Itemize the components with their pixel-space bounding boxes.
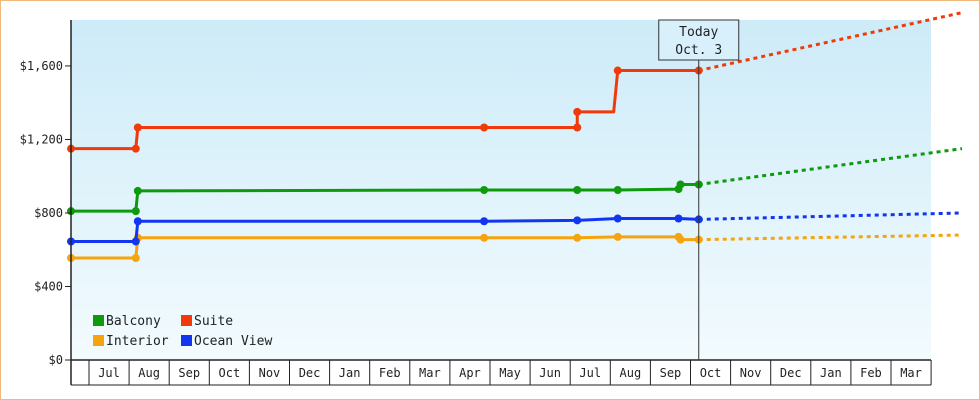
data-point-suite — [131, 144, 140, 153]
x-tick-label-jan: Jan — [339, 366, 361, 380]
x-tick-label-nov: Nov — [259, 366, 281, 380]
x-tick-label-sep: Sep — [660, 366, 682, 380]
data-point-suite — [573, 123, 582, 132]
legend-label-suite: Suite — [194, 314, 233, 329]
legend-label-interior: Interior — [106, 334, 169, 349]
x-tick-label-sep: Sep — [178, 366, 200, 380]
data-point-ocean-view — [573, 216, 582, 225]
data-point-balcony — [131, 207, 140, 216]
data-point-ocean-view — [674, 214, 683, 223]
series-projection-ocean-view — [698, 211, 963, 221]
today-box — [658, 19, 740, 61]
y-tick-label: $1,600 — [20, 59, 63, 73]
series-projection-interior — [698, 233, 963, 242]
x-tick-label-feb: Feb — [860, 366, 882, 380]
legend-label-ocean-view: Ocean View — [194, 334, 272, 349]
data-point-suite — [613, 66, 622, 75]
y-tick-label: $1,200 — [20, 132, 63, 146]
data-point-balcony — [480, 186, 489, 194]
x-tick-label-jul: Jul — [579, 366, 601, 380]
y-tick-label: $400 — [34, 279, 63, 293]
series-projection-suite — [698, 11, 963, 73]
x-tick-label-oct: Oct — [700, 366, 722, 380]
data-point-ocean-view — [133, 217, 142, 226]
x-tick-label-jan: Jan — [820, 366, 842, 380]
data-point-interior — [613, 232, 622, 241]
data-point-interior — [573, 233, 582, 242]
x-tick-label-apr: Apr — [459, 366, 481, 380]
data-point-balcony — [573, 186, 582, 194]
x-tick-label-jul: Jul — [98, 366, 120, 380]
data-point-suite — [480, 123, 489, 132]
data-point-balcony — [676, 180, 685, 189]
legend-swatch-ocean-view — [181, 335, 192, 346]
data-point-ocean-view — [613, 214, 622, 223]
x-tick-label-dec: Dec — [299, 366, 321, 380]
y-tick-label: $0 — [49, 353, 63, 367]
legend-swatch-balcony — [93, 315, 104, 326]
x-tick-label-feb: Feb — [379, 366, 401, 380]
data-point-ocean-view — [131, 237, 140, 246]
today-label: Today — [679, 25, 718, 40]
x-tick-label-may: May — [499, 366, 521, 380]
x-tick-label-mar: Mar — [419, 366, 441, 380]
data-point-balcony — [133, 186, 142, 195]
data-point-balcony — [613, 186, 622, 194]
legend-swatch-interior — [93, 335, 104, 346]
y-tick-label: $800 — [34, 206, 63, 220]
data-point-interior — [131, 254, 140, 262]
legend-label-balcony: Balcony — [106, 314, 161, 329]
x-tick-label-oct: Oct — [219, 366, 241, 380]
x-tick-label-aug: Aug — [620, 366, 642, 380]
today-date: Oct. 3 — [675, 43, 722, 58]
x-tick-label-dec: Dec — [780, 366, 802, 380]
data-point-ocean-view — [480, 217, 489, 226]
x-tick-label-nov: Nov — [740, 366, 762, 380]
x-tick-label-aug: Aug — [138, 366, 160, 380]
data-point-interior — [676, 235, 685, 244]
data-point-suite — [573, 107, 582, 116]
legend-swatch-suite — [181, 315, 192, 326]
x-tick-label-jun: Jun — [539, 366, 561, 380]
data-point-suite — [133, 123, 142, 132]
x-tick-label-mar: Mar — [900, 366, 922, 380]
data-point-interior — [480, 233, 489, 242]
